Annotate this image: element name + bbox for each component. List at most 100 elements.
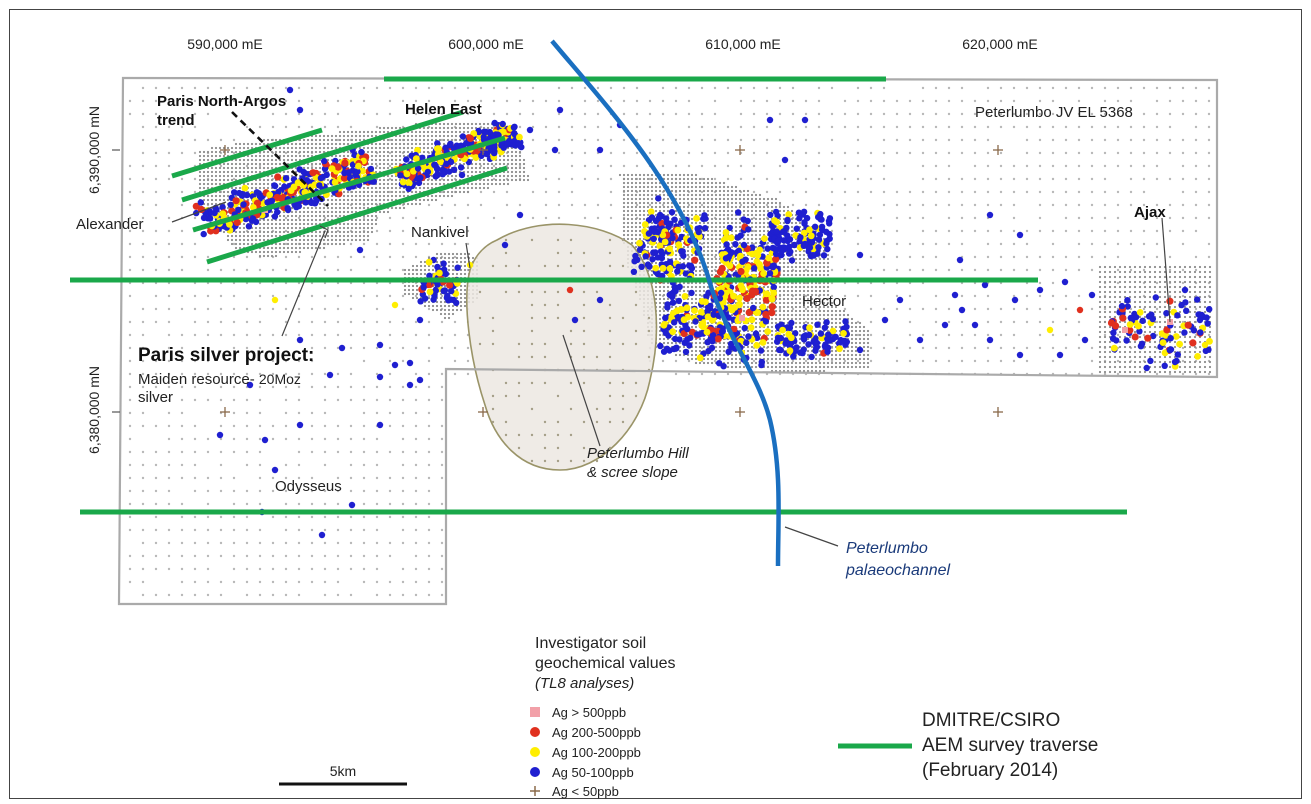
infill-sample-dot: [254, 226, 258, 230]
grid-sample-dot: [1116, 281, 1120, 285]
infill-sample-dot: [250, 250, 254, 254]
grid-sample-dot: [193, 294, 197, 298]
grid-sample-dot: [1025, 255, 1029, 259]
grid-sample-dot: [1025, 151, 1029, 155]
infill-sample-dot: [694, 345, 698, 349]
infill-sample-dot: [314, 238, 318, 242]
grid-sample-dot: [1194, 125, 1198, 129]
grid-sample-dot: [921, 333, 925, 337]
infill-sample-dot: [198, 150, 202, 154]
infill-sample-dot: [463, 272, 467, 276]
grid-sample-dot: [1103, 177, 1107, 181]
grid-sample-dot: [219, 554, 223, 558]
grid-sample-dot: [635, 164, 639, 168]
infill-sample-dot: [370, 230, 374, 234]
grid-sample-dot: [986, 164, 990, 168]
infill-sample-dot: [658, 289, 662, 293]
grid-sample-dot: [375, 125, 379, 129]
infill-sample-dot: [254, 238, 258, 242]
grid-sample-dot: [375, 437, 379, 441]
infill-sample-dot: [286, 242, 290, 246]
infill-sample-dot: [710, 213, 714, 217]
infill-sample-dot: [390, 194, 394, 198]
infill-sample-dot: [318, 214, 322, 218]
infill-sample-dot: [246, 158, 250, 162]
grid-sample-dot: [375, 515, 379, 519]
grid-sample-dot: [986, 229, 990, 233]
grid-sample-dot: [284, 294, 288, 298]
grid-sample-dot: [128, 437, 132, 441]
grid-sample-dot: [661, 86, 665, 90]
infill-sample-dot: [650, 221, 654, 225]
grid-sample-dot: [349, 333, 353, 337]
grid-sample-dot: [427, 502, 431, 506]
infill-sample-dot: [706, 249, 710, 253]
grid-sample-dot: [323, 450, 327, 454]
infill-sample-dot: [342, 230, 346, 234]
grid-sample-dot: [544, 125, 548, 129]
grid-sample-dot: [232, 541, 236, 545]
infill-sample-dot: [258, 186, 262, 190]
grid-sample-dot: [869, 255, 873, 259]
infill-sample-dot: [403, 268, 407, 272]
infill-sample-dot: [706, 285, 710, 289]
grid-sample-dot: [1025, 138, 1029, 142]
grid-sample-dot: [531, 138, 535, 142]
grid-sample-dot: [323, 346, 327, 350]
infill-sample-dot: [350, 194, 354, 198]
infill-sample-dot: [334, 206, 338, 210]
infill-sample-dot: [246, 234, 250, 238]
infill-sample-dot: [274, 138, 278, 142]
infill-sample-dot: [298, 242, 302, 246]
grid-sample-dot: [167, 99, 171, 103]
infill-sample-dot: [238, 162, 242, 166]
grid-sample-dot: [310, 515, 314, 519]
infill-sample-dot: [314, 242, 318, 246]
grid-sample-dot: [271, 541, 275, 545]
infill-sample-dot: [654, 213, 658, 217]
grid-sample-dot: [687, 86, 691, 90]
infill-sample-dot: [398, 134, 402, 138]
grid-sample-dot: [1077, 255, 1081, 259]
infill-sample-dot: [394, 146, 398, 150]
infill-sample-dot: [514, 166, 518, 170]
grid-sample-dot: [596, 99, 600, 103]
infill-sample-dot: [466, 122, 470, 126]
infill-sample-dot: [342, 138, 346, 142]
infill-sample-dot: [314, 146, 318, 150]
grid-sample-dot: [128, 255, 132, 259]
infill-sample-dot: [710, 221, 714, 225]
infill-sample-dot: [290, 206, 294, 210]
infill-sample-dot: [662, 205, 666, 209]
grid-sample-dot: [1168, 138, 1172, 142]
grid-sample-dot: [193, 190, 197, 194]
infill-sample-dot: [486, 182, 490, 186]
infill-sample-dot: [242, 158, 246, 162]
grid-sample-dot: [193, 307, 197, 311]
infill-sample-dot: [642, 205, 646, 209]
infill-sample-dot: [294, 250, 298, 254]
grid-sample-dot: [245, 333, 249, 337]
infill-sample-dot: [362, 218, 366, 222]
infill-sample-dot: [310, 166, 314, 170]
infill-sample-dot: [246, 238, 250, 242]
grid-sample-dot: [1168, 125, 1172, 129]
grid-sample-dot: [193, 359, 197, 363]
infill-sample-dot: [202, 150, 206, 154]
grid-sample-dot: [856, 151, 860, 155]
grid-sample-dot: [921, 216, 925, 220]
grid-sample-dot: [1051, 333, 1055, 337]
grid-sample-dot: [1168, 151, 1172, 155]
grid-sample-dot: [999, 177, 1003, 181]
infill-sample-dot: [270, 246, 274, 250]
infill-sample-dot: [526, 174, 530, 178]
grid-sample-dot: [1194, 177, 1198, 181]
grid-sample-dot: [297, 216, 301, 220]
grid-sample-dot: [1090, 203, 1094, 207]
grid-sample-dot: [1090, 125, 1094, 129]
infill-sample-dot: [314, 234, 318, 238]
grid-sample-dot: [297, 125, 301, 129]
grid-sample-dot: [128, 333, 132, 337]
grid-sample-dot: [999, 125, 1003, 129]
grid-sample-dot: [414, 333, 418, 337]
